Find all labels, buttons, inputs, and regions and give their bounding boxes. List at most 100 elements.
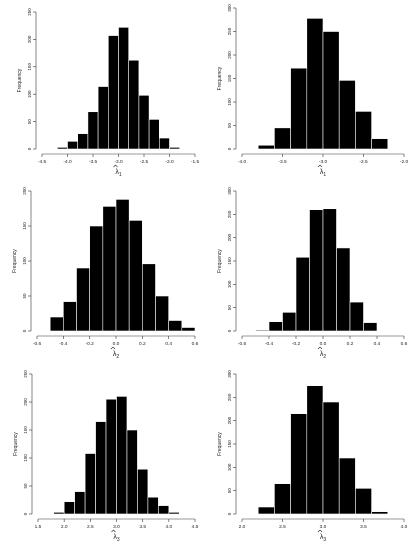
y-tick-label: 50 [227, 305, 232, 311]
histogram-panel-2: 0 50 100 150 200 250 300 -4.0 -3.5 -3.0 -2.5 -2.0 Fr… [217, 4, 408, 178]
y-tick-label: 250 [227, 27, 232, 35]
y-tick-label: 300 [227, 187, 232, 195]
histogram-bar [97, 86, 109, 150]
x-tick-label: 4.0 [165, 524, 172, 530]
x-tick-label: 4.5 [192, 524, 199, 530]
hat-accent [113, 164, 118, 168]
x-tick-label: 3.5 [360, 524, 367, 530]
histogram-bar [290, 67, 308, 150]
y-axis-label: Frequency [17, 68, 23, 92]
y-axis-label: Frequency [13, 432, 19, 456]
histogram-bar [355, 111, 372, 150]
x-tick-label: -0.2 [292, 341, 301, 347]
histogram-bar [338, 80, 356, 150]
y-tick-label: 0 [23, 512, 28, 515]
histogram-bar [274, 127, 291, 150]
histogram-bar [67, 141, 78, 150]
hat-accent [111, 529, 116, 533]
histogram-bar [371, 138, 389, 150]
x-tick-label: 0.6 [401, 341, 408, 347]
histogram-bar [84, 453, 96, 515]
x-tick-label: 2.0 [239, 524, 246, 530]
histogram-bar [63, 501, 75, 515]
histogram-bar [322, 401, 340, 515]
histogram-bar [168, 512, 180, 515]
histogram-bar [309, 209, 324, 332]
x-tick-label: -0.6 [238, 341, 247, 347]
y-tick-label: 150 [227, 74, 232, 82]
x-tick-label: 3.5 [139, 524, 146, 530]
x-axis-label: λ1 [115, 169, 122, 178]
x-tick-label: -0.6 [33, 341, 42, 347]
histogram-bar [128, 220, 143, 332]
y-tick-label: 0 [227, 147, 232, 150]
y-tick-label: 50 [22, 293, 27, 299]
histogram-bar [363, 322, 378, 332]
x-axis-label: λ2 [113, 351, 120, 360]
histogram-panel-4: 0 50 100 150 200 250 300 -0.6 -0.4 -0.2 0.0 0.2 0.4 0… [217, 187, 408, 360]
histogram-panel-1: 0 50 100 150 200 250 -4.5 -4.0 -3.5 -3.0 -2.5 -2.0 -… [17, 8, 199, 178]
x-tick-label: 2.5 [279, 524, 286, 530]
histogram-panel-3: 0 50 100 150 200 -0.6 -0.4 -0.2 0.0 0.2 0.4 0.6 Freq… [12, 187, 199, 360]
y-tick-label: 250 [227, 393, 232, 401]
y-tick-label: 150 [22, 222, 27, 230]
x-tick-label: 3.0 [113, 524, 120, 530]
y-tick-label: 250 [227, 210, 232, 218]
x-tick-label: 2.0 [61, 524, 68, 530]
y-tick-label: 100 [22, 257, 27, 265]
x-tick-label: -0.4 [59, 341, 68, 347]
y-tick-label: 100 [227, 98, 232, 106]
x-tick-label: 0.6 [192, 341, 199, 347]
histogram-bar [56, 147, 68, 150]
x-tick-label: -2.0 [165, 159, 174, 165]
y-tick-label: 250 [23, 370, 28, 378]
histogram-bar [138, 95, 150, 150]
y-tick-label: 200 [227, 416, 232, 424]
histogram-bar [102, 206, 117, 332]
x-tick-label: 0.4 [165, 341, 172, 347]
y-tick-label: 50 [227, 488, 232, 494]
x-tick-label: -0.4 [265, 341, 274, 347]
histogram-bar [322, 31, 340, 150]
x-tick-label: -0.2 [86, 341, 95, 347]
histogram-bar [142, 263, 156, 332]
histogram-bar [74, 491, 86, 515]
hat-accent [317, 529, 323, 533]
x-tick-label: 0.0 [320, 341, 327, 347]
y-tick-label: 0 [27, 147, 32, 150]
x-tick-label: -3.0 [319, 159, 328, 165]
x-axis-label: λ1 [320, 169, 327, 178]
y-tick-label: 200 [27, 35, 32, 43]
histogram-bar [295, 256, 310, 332]
histogram-bar [159, 137, 170, 150]
histogram-bar [257, 506, 275, 515]
hat-accent [317, 164, 323, 168]
histogram-bar [336, 247, 351, 332]
histogram-bar [282, 312, 297, 332]
y-tick-label: 50 [227, 123, 232, 129]
histogram-bar [257, 144, 275, 150]
histogram-bar [116, 396, 128, 515]
y-axis-label: Frequency [12, 249, 18, 273]
y-tick-label: 150 [227, 440, 232, 448]
x-tick-label: 1.5 [35, 524, 42, 530]
histogram-bar [168, 320, 183, 332]
y-tick-label: 200 [23, 398, 28, 406]
histogram-bar [274, 483, 291, 515]
histogram-bar [181, 327, 196, 332]
histogram-bar [118, 27, 129, 150]
histogram-bar [355, 488, 372, 515]
y-tick-label: 150 [23, 426, 28, 434]
y-tick-label: 300 [227, 370, 232, 378]
x-tick-label: 0.4 [374, 341, 381, 347]
histogram-bar [105, 398, 117, 515]
x-tick-label: -2.0 [400, 159, 409, 165]
histogram-bar [128, 59, 140, 150]
histogram-bar [49, 316, 64, 332]
y-tick-label: 100 [23, 454, 28, 462]
histogram-bar [306, 385, 324, 515]
y-tick-label: 50 [23, 483, 28, 489]
y-tick-label: 0 [227, 329, 232, 332]
y-tick-label: 150 [227, 257, 232, 265]
